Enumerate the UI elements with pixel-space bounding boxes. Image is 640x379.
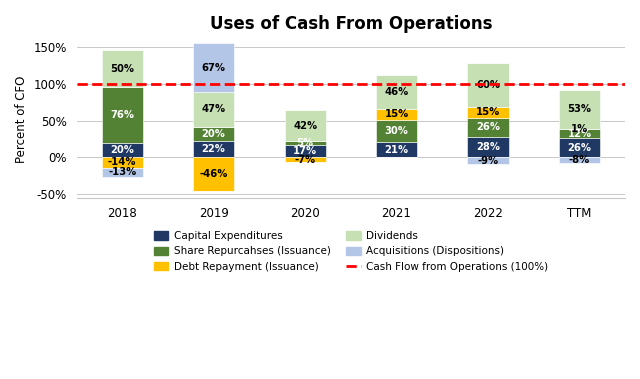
Text: 15%: 15% xyxy=(385,110,409,119)
Bar xyxy=(376,120,417,142)
Bar xyxy=(376,142,417,157)
Bar xyxy=(467,137,509,157)
Bar xyxy=(559,129,600,130)
Bar xyxy=(467,118,509,137)
Bar xyxy=(376,75,417,109)
Bar xyxy=(102,168,143,177)
Y-axis label: Percent of CFO: Percent of CFO xyxy=(15,75,28,163)
Text: 42%: 42% xyxy=(293,121,317,131)
Text: 53%: 53% xyxy=(568,104,591,114)
Text: -9%: -9% xyxy=(477,156,499,166)
Title: Uses of Cash From Operations: Uses of Cash From Operations xyxy=(209,15,492,33)
Bar xyxy=(102,157,143,168)
Bar xyxy=(285,141,326,145)
Text: 17%: 17% xyxy=(293,146,317,156)
Text: 60%: 60% xyxy=(476,80,500,90)
Bar xyxy=(285,110,326,141)
Text: 21%: 21% xyxy=(385,145,408,155)
Bar xyxy=(193,141,234,157)
Text: 26%: 26% xyxy=(476,122,500,132)
Bar xyxy=(559,157,600,163)
Text: -14%: -14% xyxy=(108,157,136,168)
Bar xyxy=(559,130,600,138)
Text: 15%: 15% xyxy=(476,107,500,117)
Text: 50%: 50% xyxy=(110,64,134,74)
Text: 1%: 1% xyxy=(571,124,588,134)
Bar xyxy=(193,92,234,127)
Bar xyxy=(102,87,143,143)
Text: 12%: 12% xyxy=(568,129,591,139)
Bar xyxy=(285,157,326,163)
Text: 67%: 67% xyxy=(202,63,226,73)
Bar xyxy=(467,157,509,164)
Text: 28%: 28% xyxy=(476,142,500,152)
Bar xyxy=(193,157,234,191)
Text: 30%: 30% xyxy=(385,126,408,136)
Text: -8%: -8% xyxy=(569,155,590,165)
Text: -46%: -46% xyxy=(200,169,228,179)
Legend: Capital Expenditures, Share Repurcahses (Issuance), Debt Repayment (Issuance), D: Capital Expenditures, Share Repurcahses … xyxy=(154,231,548,272)
Bar xyxy=(467,63,509,107)
Bar xyxy=(285,145,326,157)
Bar xyxy=(102,50,143,87)
Text: 22%: 22% xyxy=(202,144,225,154)
Bar xyxy=(193,127,234,141)
Text: 5%: 5% xyxy=(296,138,314,148)
Bar xyxy=(193,43,234,92)
Bar xyxy=(102,143,143,157)
Bar xyxy=(376,109,417,120)
Text: -13%: -13% xyxy=(108,168,136,177)
Text: 46%: 46% xyxy=(385,87,409,97)
Bar xyxy=(559,138,600,157)
Text: 26%: 26% xyxy=(568,143,591,153)
Text: 76%: 76% xyxy=(110,110,134,120)
Text: 20%: 20% xyxy=(110,145,134,155)
Text: 47%: 47% xyxy=(202,104,226,114)
Text: 20%: 20% xyxy=(202,129,225,139)
Bar xyxy=(467,107,509,118)
Text: -7%: -7% xyxy=(294,155,316,165)
Bar xyxy=(559,90,600,129)
